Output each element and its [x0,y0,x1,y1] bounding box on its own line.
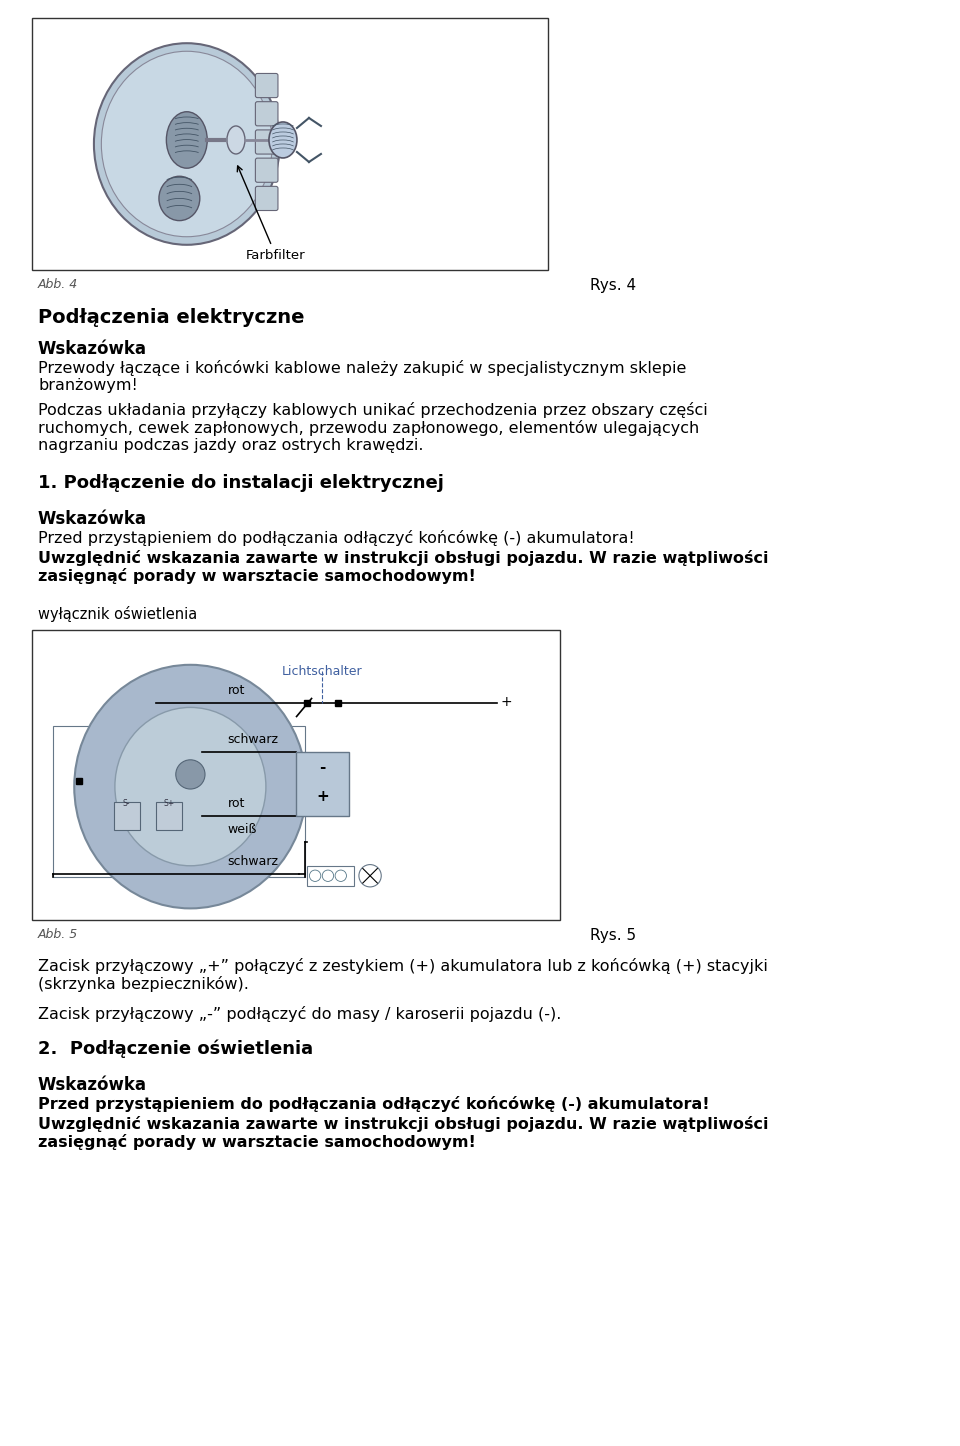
Ellipse shape [94,43,279,244]
Text: ruchomych, cewek zapłonowych, przewodu zapłonowego, elementów ulegających: ruchomych, cewek zapłonowych, przewodu z… [38,419,699,437]
Text: Wskazówka: Wskazówka [38,340,147,359]
Text: Zacisk przyłączowy „+” połączyć z zestykiem (+) akumulatora lub z końcówką (+) s: Zacisk przyłączowy „+” połączyć z zestyk… [38,959,768,975]
Text: Przed przystąpieniem do podłączania odłączyć końcówkę (-) akumulatora!: Przed przystąpieniem do podłączania odłą… [38,531,635,547]
Text: nagrzaniu podczas jazdy oraz ostrych krawędzi.: nagrzaniu podczas jazdy oraz ostrych kra… [38,438,423,453]
FancyBboxPatch shape [255,74,278,98]
Bar [32,17,548,270]
Text: zasięgnąć porady w warsztacie samochodowym!: zasięgnąć porady w warsztacie samochodow… [38,1134,476,1150]
FancyBboxPatch shape [156,803,182,830]
Ellipse shape [115,707,266,866]
FancyBboxPatch shape [255,101,278,126]
FancyBboxPatch shape [113,803,139,830]
Ellipse shape [166,111,207,168]
Text: schwarz: schwarz [228,855,278,868]
Ellipse shape [159,176,200,221]
Text: Farbfilter: Farbfilter [237,166,305,262]
Text: +: + [316,790,328,804]
Circle shape [335,870,347,882]
Circle shape [359,865,381,886]
FancyBboxPatch shape [255,158,278,182]
Text: Wskazówka: Wskazówka [38,510,147,528]
Bar [53,726,305,876]
Text: S-: S- [123,800,131,808]
Circle shape [309,870,321,882]
Text: 1. Podłączenie do instalacji elektrycznej: 1. Podłączenie do instalacji elektryczne… [38,474,444,492]
Text: Podczas układania przyłączy kablowych unikać przechodzenia przez obszary części: Podczas układania przyłączy kablowych un… [38,402,708,418]
Text: (skrzynka bezpieczników).: (skrzynka bezpieczników). [38,976,249,992]
Text: Zacisk przyłączowy „-” podłączyć do masy / karoserii pojazdu (-).: Zacisk przyłączowy „-” podłączyć do masy… [38,1006,562,1022]
Text: 2.  Podłączenie oświetlenia: 2. Podłączenie oświetlenia [38,1040,313,1058]
Ellipse shape [227,126,245,153]
Ellipse shape [74,665,306,908]
Circle shape [176,759,205,790]
Bar [32,630,560,920]
Text: rot: rot [228,684,245,697]
Ellipse shape [102,51,273,237]
Text: -: - [320,761,325,775]
Text: rot: rot [228,797,245,810]
Text: +: + [501,696,513,710]
Text: Przed przystąpieniem do podłączania odłączyć końcówkę (-) akumulatora!: Przed przystąpieniem do podłączania odłą… [38,1096,709,1112]
Bar [306,866,354,886]
Text: Abb. 5: Abb. 5 [38,928,79,941]
Text: Lichtschalter: Lichtschalter [282,665,363,678]
Ellipse shape [269,121,297,158]
Bar [296,752,348,816]
Text: weiß: weiß [228,823,257,836]
FancyBboxPatch shape [255,130,278,155]
Text: Abb. 4: Abb. 4 [38,278,79,291]
Text: zasięgnąć porady w warsztacie samochodowym!: zasięgnąć porady w warsztacie samochodow… [38,568,476,584]
Text: schwarz: schwarz [228,733,278,746]
FancyBboxPatch shape [255,187,278,211]
Text: Przewody łączące i końcówki kablowe należy zakupić w specjalistycznym sklepie: Przewody łączące i końcówki kablowe nale… [38,360,686,376]
Text: S+: S+ [164,800,175,808]
Text: branżowym!: branżowym! [38,377,137,393]
Text: Wskazówka: Wskazówka [38,1076,147,1095]
Text: Uwzględnić wskazania zawarte w instrukcji obsługi pojazdu. W razie wątpliwości: Uwzględnić wskazania zawarte w instrukcj… [38,549,769,565]
Text: Uwzględnić wskazania zawarte w instrukcji obsługi pojazdu. W razie wątpliwości: Uwzględnić wskazania zawarte w instrukcj… [38,1116,769,1132]
Text: Rys. 5: Rys. 5 [590,928,636,943]
Text: wyłącznik oświetlenia: wyłącznik oświetlenia [38,606,197,622]
Circle shape [323,870,334,882]
Text: Podłączenia elektryczne: Podłączenia elektryczne [38,308,304,327]
Text: Rys. 4: Rys. 4 [590,278,636,294]
